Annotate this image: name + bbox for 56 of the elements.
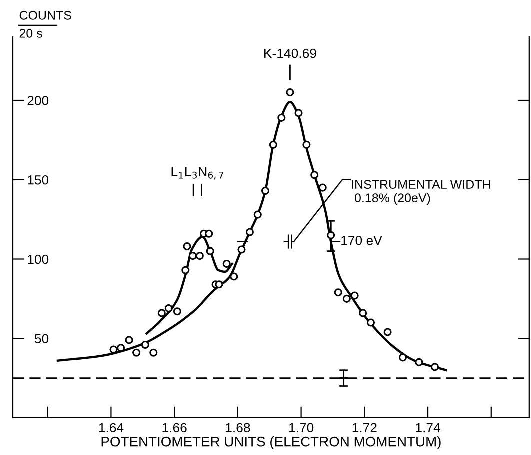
point [205, 230, 214, 238]
point [398, 354, 408, 362]
point [125, 336, 134, 344]
point [183, 242, 192, 251]
point [286, 88, 294, 97]
x-tick-label: 1.72 [352, 423, 377, 432]
point [182, 266, 190, 274]
point [338, 373, 349, 384]
point [350, 292, 359, 300]
x-axis-title: POTENTIOMETER UNITS (ELECTRON MOMENTUM) [102, 436, 441, 450]
point [150, 348, 158, 357]
x-tick-label: 1.70 [289, 423, 314, 433]
point [117, 344, 126, 352]
point [132, 348, 141, 357]
point [310, 171, 319, 180]
point [278, 114, 286, 122]
point [141, 340, 150, 349]
point [269, 140, 278, 149]
point [318, 184, 327, 192]
y-tick-label: 50 [34, 334, 49, 344]
point [334, 288, 342, 297]
point [196, 252, 204, 260]
y-tick-label: 150 [28, 175, 49, 185]
point [215, 280, 224, 289]
point [164, 304, 173, 312]
x-tick-label: 1.74 [416, 423, 440, 432]
point [230, 272, 238, 281]
point [110, 346, 118, 354]
point [246, 228, 254, 236]
point [173, 308, 182, 316]
x-tick-label: 1.66 [162, 423, 187, 433]
annotation: L$_{1}$L$_{3}$N$_{6,7}$ [172, 167, 224, 180]
x-tick-label: 1.64 [99, 423, 124, 433]
point [430, 363, 440, 372]
point [294, 109, 303, 118]
point [366, 318, 376, 327]
point [384, 328, 392, 336]
point [415, 358, 424, 366]
point [327, 231, 336, 240]
point [342, 294, 351, 303]
point [302, 140, 311, 149]
point [158, 309, 166, 318]
x-tick-label: 1.68 [226, 423, 250, 433]
point [238, 246, 246, 254]
annotation: INSTRUMENTAL WIDTH 0.18% (20eV) [352, 180, 490, 205]
point [261, 186, 270, 196]
point [254, 210, 262, 219]
y-tick-label: 100 [28, 254, 49, 264]
annotation: K-140.69 [264, 48, 316, 58]
point [188, 252, 197, 260]
y-axis-title: COUNTS 20 s [20, 11, 72, 38]
point [206, 247, 214, 256]
point [359, 309, 368, 318]
y-tick-label: 200 [28, 96, 49, 106]
point [222, 260, 231, 268]
annotation: 170 eV [342, 236, 382, 246]
